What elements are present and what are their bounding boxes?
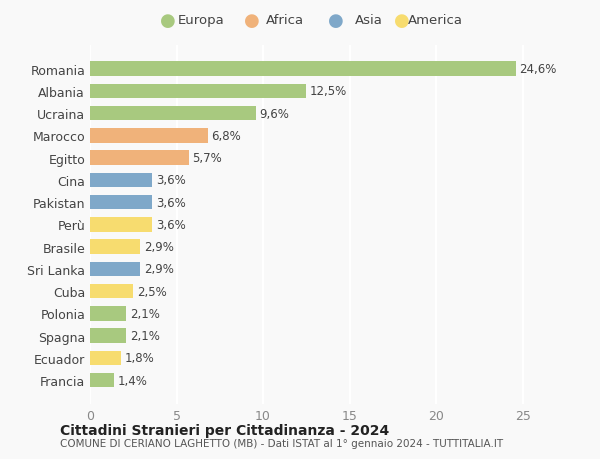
Text: ●: ● — [244, 11, 260, 30]
Text: ●: ● — [394, 11, 410, 30]
Bar — [90, 106, 256, 121]
Bar — [90, 218, 152, 232]
Text: Asia: Asia — [355, 14, 383, 27]
Text: 3,6%: 3,6% — [156, 174, 185, 187]
Bar — [90, 173, 152, 188]
Text: 5,7%: 5,7% — [192, 152, 222, 165]
Bar — [90, 262, 140, 277]
Text: 3,6%: 3,6% — [156, 196, 185, 209]
Bar — [90, 151, 188, 166]
Bar — [90, 307, 127, 321]
Text: 9,6%: 9,6% — [260, 107, 289, 120]
Bar — [90, 284, 133, 299]
Text: 2,5%: 2,5% — [137, 285, 166, 298]
Text: COMUNE DI CERIANO LAGHETTO (MB) - Dati ISTAT al 1° gennaio 2024 - TUTTITALIA.IT: COMUNE DI CERIANO LAGHETTO (MB) - Dati I… — [60, 438, 503, 448]
Text: Cittadini Stranieri per Cittadinanza - 2024: Cittadini Stranieri per Cittadinanza - 2… — [60, 423, 389, 437]
Text: ●: ● — [328, 11, 344, 30]
Bar — [90, 240, 140, 254]
Text: 3,6%: 3,6% — [156, 218, 185, 231]
Bar — [90, 351, 121, 365]
Text: 6,8%: 6,8% — [211, 129, 241, 143]
Text: 1,8%: 1,8% — [125, 352, 154, 365]
Text: 2,1%: 2,1% — [130, 330, 160, 342]
Bar — [90, 129, 208, 143]
Text: 1,4%: 1,4% — [118, 374, 148, 387]
Text: 12,5%: 12,5% — [310, 85, 347, 98]
Text: 2,1%: 2,1% — [130, 307, 160, 320]
Bar — [90, 373, 114, 388]
Bar — [90, 62, 516, 77]
Bar — [90, 329, 127, 343]
Bar — [90, 84, 307, 99]
Text: ●: ● — [160, 11, 176, 30]
Text: Europa: Europa — [178, 14, 224, 27]
Text: 2,9%: 2,9% — [143, 241, 173, 254]
Text: 2,9%: 2,9% — [143, 263, 173, 276]
Bar — [90, 196, 152, 210]
Text: America: America — [407, 14, 463, 27]
Text: Africa: Africa — [266, 14, 304, 27]
Text: 24,6%: 24,6% — [519, 63, 557, 76]
